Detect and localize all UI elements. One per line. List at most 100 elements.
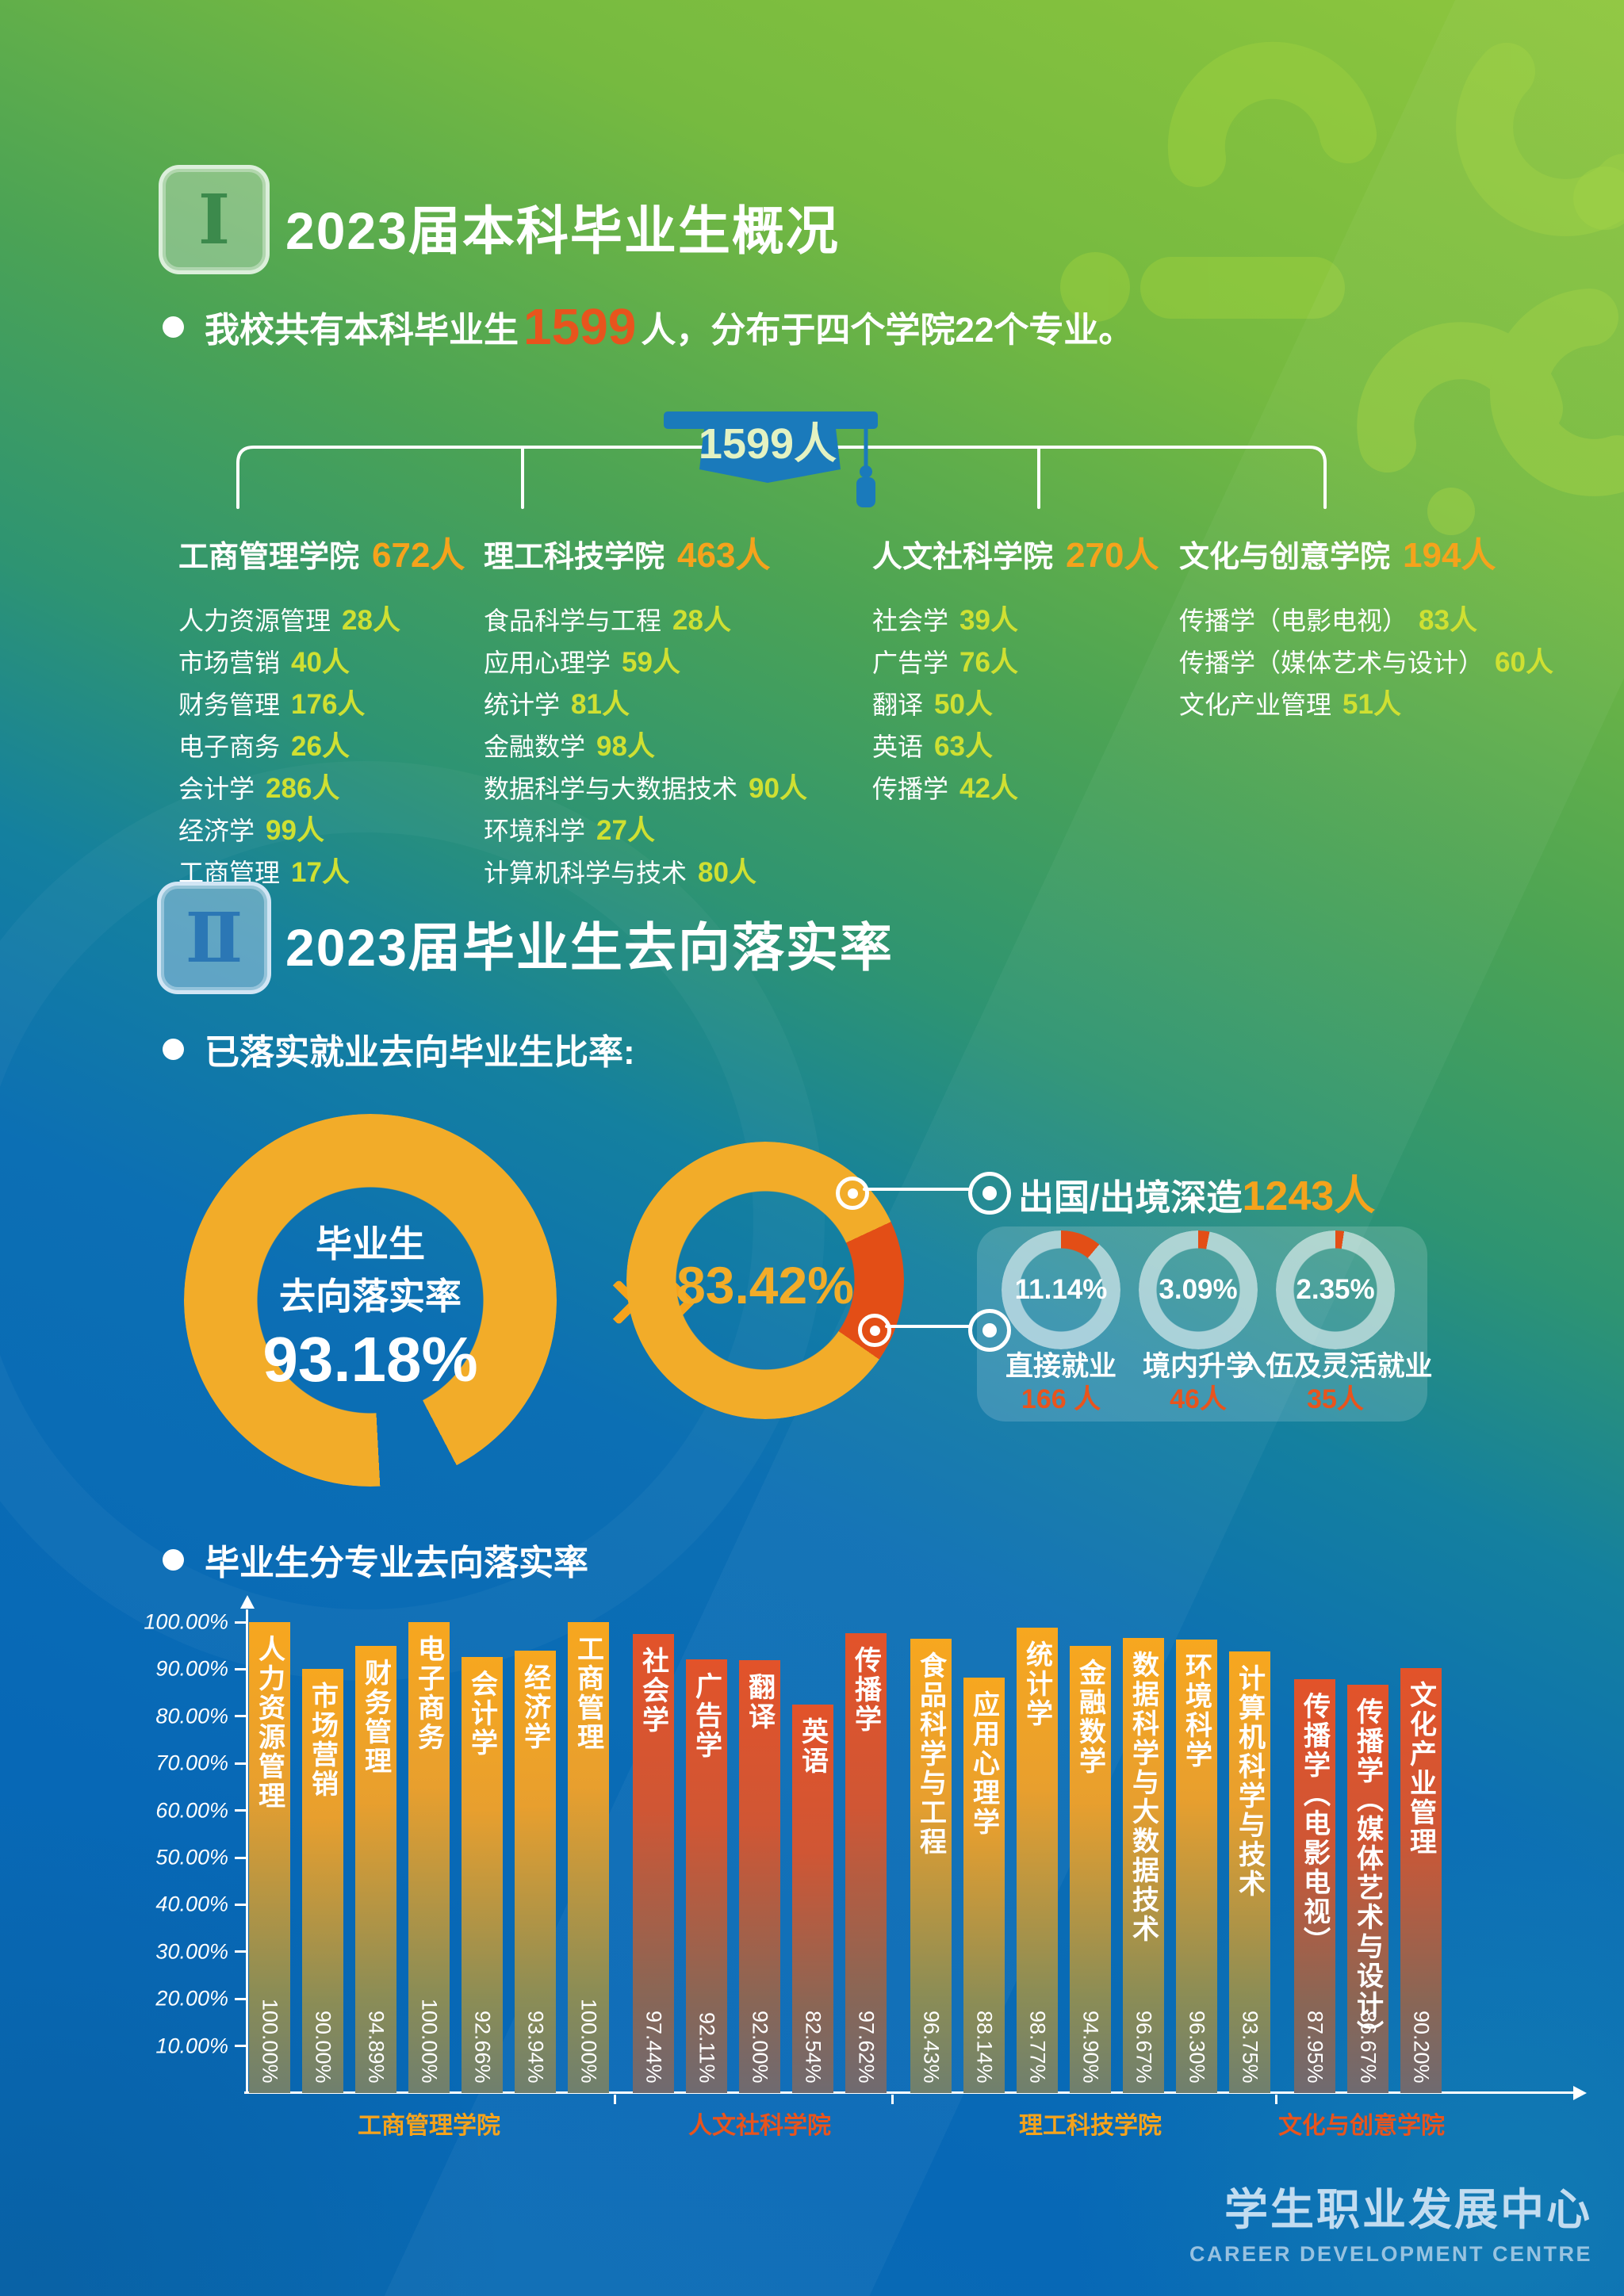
- major-name: 广告学: [872, 649, 949, 677]
- bar: 计算机科学与技术 93.75%: [1229, 1651, 1270, 2093]
- college-column: 文化与创意学院 194人 传播学（电影电视） 83人 传播学（媒体艺术与设计） 60人 文化…: [1179, 526, 1553, 725]
- y-tick-mark: [235, 1667, 246, 1670]
- bar-value: 92.00%: [748, 2011, 772, 2084]
- major-row: 环境科学 27人: [484, 809, 807, 851]
- bullet-dot-icon: [163, 1548, 184, 1571]
- bar-value: 97.44%: [642, 2011, 666, 2084]
- y-tick-label: 10.00%: [155, 2034, 228, 2058]
- college-count: 270人: [1066, 536, 1159, 575]
- group-label: 人文社科学院: [688, 2113, 831, 2139]
- bullet-dot-icon: [163, 1038, 184, 1060]
- bar-value: 94.89%: [364, 2011, 389, 2084]
- overall-rate-line1: 毕业生: [316, 1223, 425, 1265]
- breakdown-count: 46人: [1170, 1384, 1227, 1414]
- callout-line: [863, 1188, 972, 1191]
- major-row: 传播学 42人: [872, 767, 1159, 809]
- y-tick-mark: [235, 2045, 246, 2048]
- breakdown-pct: 11.14%: [1014, 1274, 1108, 1305]
- axis-group-tick: [1275, 2095, 1277, 2104]
- y-tick-mark: [235, 1856, 246, 1859]
- bar-label: 会计学: [466, 1669, 497, 1758]
- bar-value: 90.20%: [1409, 2011, 1434, 2084]
- major-name: 市场营销: [178, 649, 281, 677]
- major-row: 应用心理学 59人: [484, 641, 807, 683]
- major-count: 39人: [959, 605, 1018, 636]
- major-name: 英语: [872, 733, 924, 761]
- major-count: 42人: [959, 773, 1018, 804]
- college-count: 463人: [677, 536, 771, 575]
- y-tick-label: 70.00%: [155, 1751, 228, 1775]
- major-count: 40人: [291, 647, 350, 678]
- bar-label: 财务管理: [360, 1659, 391, 1777]
- footer-cn: 学生职业发展中心: [1224, 2185, 1592, 2234]
- major-row: 文化产业管理 51人: [1179, 683, 1553, 725]
- bar: 工商管理 100.00%: [568, 1622, 609, 2093]
- college-name: 理工科技学院: [484, 541, 665, 574]
- overall-rate-donut: [184, 1114, 557, 1487]
- major-row: 食品科学与工程 28人: [484, 599, 807, 641]
- major-name: 人力资源管理: [178, 607, 331, 635]
- major-row: 统计学 81人: [484, 683, 807, 725]
- breakdown-item: 3.09%: [1139, 1230, 1258, 1349]
- y-tick-mark: [235, 1950, 246, 1954]
- breakdown-donut: [1139, 1230, 1258, 1349]
- y-tick-label: 90.00%: [155, 1656, 228, 1681]
- major-name: 经济学: [178, 817, 255, 845]
- major-count: 90人: [749, 773, 807, 804]
- major-row: 经济学 99人: [178, 809, 465, 851]
- breakdown-pct: 2.35%: [1296, 1274, 1375, 1305]
- group-label: 工商管理学院: [358, 2113, 500, 2139]
- major-row: 英语 63人: [872, 725, 1159, 767]
- major-name: 统计学: [484, 691, 561, 719]
- major-row: 金融数学 98人: [484, 725, 807, 767]
- bar: 文化产业管理 90.20%: [1400, 1668, 1442, 2093]
- major-count: 98人: [596, 731, 655, 762]
- bar: 市场营销 90.00%: [302, 1669, 343, 2093]
- bar-label: 广告学: [691, 1671, 722, 1760]
- bar-label: 统计学: [1021, 1640, 1052, 1729]
- major-count: 59人: [622, 647, 680, 678]
- major-count: 76人: [959, 647, 1018, 678]
- bar-value: 96.43%: [919, 2011, 944, 2084]
- bar: 会计学 92.66%: [462, 1656, 503, 2093]
- bar-label: 人力资源管理: [254, 1635, 285, 1811]
- major-row: 会计学 286人: [178, 767, 465, 809]
- major-row: 数据科学与大数据技术 90人: [484, 767, 807, 809]
- bar-label: 市场营销: [307, 1682, 338, 1800]
- bar: 英语 82.54%: [792, 1704, 833, 2093]
- intro-count: 1599: [523, 298, 637, 355]
- major-count: 28人: [342, 605, 400, 636]
- major-name: 财务管理: [178, 691, 281, 719]
- axis-group-tick: [614, 2095, 616, 2104]
- overall-rate-line2: 去向落实率: [279, 1276, 462, 1317]
- major-row: 翻译 50人: [872, 683, 1159, 725]
- bar-value: 92.11%: [695, 2012, 719, 2084]
- major-row: 传播学（媒体艺术与设计） 60人: [1179, 641, 1553, 683]
- bar-label: 电子商务: [413, 1635, 444, 1752]
- y-tick-label: 30.00%: [155, 1939, 228, 1964]
- bar: 数据科学与大数据技术 96.67%: [1123, 1637, 1164, 2093]
- x-axis-arrow-icon: [1573, 2086, 1587, 2100]
- axis-group-tick: [891, 2095, 894, 2104]
- major-count: 28人: [672, 605, 731, 636]
- y-tick-mark: [235, 1621, 246, 1624]
- bar-value: 82.54%: [801, 2011, 825, 2084]
- college-header: 理工科技学院 463人: [484, 526, 807, 577]
- bar-label: 应用心理学: [968, 1690, 999, 1838]
- bar: 传播学（电影电视） 87.95%: [1294, 1678, 1335, 2093]
- overall-rate-text: 毕业生 去向落实率 93.18%: [184, 1215, 557, 1396]
- footer-en: CAREER DEVELOPMENT CENTRE: [1189, 2242, 1592, 2266]
- bar: 应用心理学 88.14%: [963, 1678, 1005, 2093]
- breakdown-item: 2.35%: [1276, 1230, 1395, 1349]
- breakdown-panel: 11.14% 直接就业 166 人 3.09% 境内升学 46人 2.35% 入伍及灵活就业 3…: [977, 1226, 1433, 1422]
- college-column: 人文社科学院 270人 社会学 39人 广告学 76人 翻译 50人 英语 63人 传播学 42人: [872, 526, 1159, 809]
- y-tick-mark: [235, 1903, 246, 1906]
- major-count: 99人: [266, 815, 324, 846]
- callout-marker-icon: [858, 1314, 891, 1347]
- major-row: 财务管理 176人: [178, 683, 465, 725]
- y-tick-label: 20.00%: [155, 1986, 228, 2011]
- bar-value: 90.00%: [311, 2011, 335, 2084]
- college-count: 672人: [372, 536, 465, 575]
- bar-value: 88.14%: [972, 2011, 997, 2084]
- major-row: 电子商务 26人: [178, 725, 465, 767]
